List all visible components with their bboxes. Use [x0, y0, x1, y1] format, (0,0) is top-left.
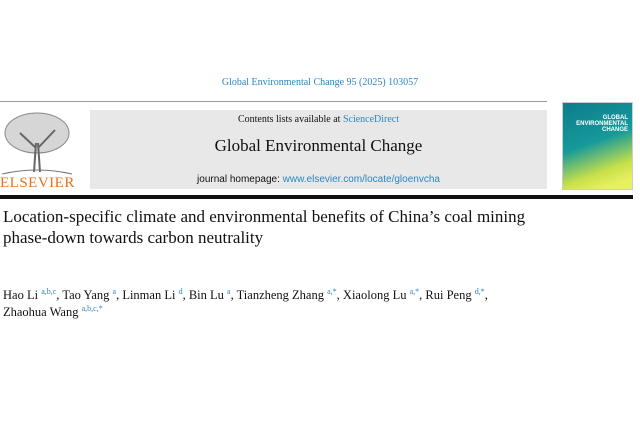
- journal-citation[interactable]: Global Environmental Change 95 (2025) 10…: [221, 77, 419, 88]
- author-affiliation[interactable]: a: [227, 287, 231, 296]
- author-separator: ,: [419, 288, 426, 302]
- author-name[interactable]: Tao Yang: [62, 288, 110, 302]
- author-affiliation[interactable]: a,*: [327, 287, 337, 296]
- author-separator: ,: [182, 288, 189, 302]
- cover-title-line: CHANGE: [601, 127, 628, 133]
- sciencedirect-link[interactable]: ScienceDirect: [342, 114, 400, 125]
- author-name[interactable]: Rui Peng: [425, 288, 472, 302]
- author-affiliation[interactable]: d: [178, 287, 183, 296]
- cover-title-line: GLOBAL: [602, 115, 628, 121]
- author-list: Hao Li a,b,c, Tao Yang a, Linman Li d, B…: [3, 287, 563, 321]
- author-name[interactable]: Linman Li: [122, 288, 176, 302]
- top-divider: [0, 101, 547, 102]
- author-affiliation[interactable]: d,*: [474, 287, 485, 296]
- author-separator: ,: [484, 288, 488, 302]
- article-title: Location-specific climate and environmen…: [3, 207, 526, 247]
- contents-line: Contents lists available at ScienceDirec…: [90, 114, 547, 125]
- author-separator: ,: [230, 288, 237, 302]
- author-separator: ,: [56, 288, 63, 302]
- header-divider: [0, 195, 633, 199]
- author-name[interactable]: Hao Li: [3, 288, 39, 302]
- author-name[interactable]: Zhaohua Wang: [3, 305, 79, 319]
- author-affiliation[interactable]: a,*: [409, 287, 420, 296]
- author-name[interactable]: Xiaolong Lu: [342, 288, 407, 302]
- cover-title-line: ENVIRONMENTAL: [576, 121, 628, 127]
- author-name[interactable]: Tianzheng Zhang: [236, 288, 324, 302]
- contents-prefix: Contents lists available at: [237, 114, 343, 125]
- author-separator: ,: [116, 288, 123, 302]
- homepage-link[interactable]: www.elsevier.com/locate/gloenvcha: [282, 174, 440, 185]
- journal-banner: Contents lists available at ScienceDirec…: [90, 110, 547, 189]
- cover-title: GLOBAL ENVIRONMENTAL CHANGE: [576, 115, 628, 133]
- author-name[interactable]: Bin Lu: [188, 288, 224, 302]
- author-affiliation[interactable]: a,b,c: [41, 287, 57, 296]
- homepage-line: journal homepage: www.elsevier.com/locat…: [90, 174, 547, 185]
- elsevier-wordmark: ELSEVIER: [0, 175, 75, 191]
- homepage-prefix: journal homepage:: [197, 174, 283, 185]
- journal-cover-image[interactable]: GLOBAL ENVIRONMENTAL CHANGE: [562, 102, 633, 190]
- author-affiliation[interactable]: a,b,c,*: [81, 304, 103, 313]
- author-separator: ,: [336, 288, 343, 302]
- journal-title: Global Environmental Change: [214, 136, 423, 155]
- author-affiliation[interactable]: a: [112, 287, 117, 296]
- elsevier-tree-logo: [1, 112, 73, 175]
